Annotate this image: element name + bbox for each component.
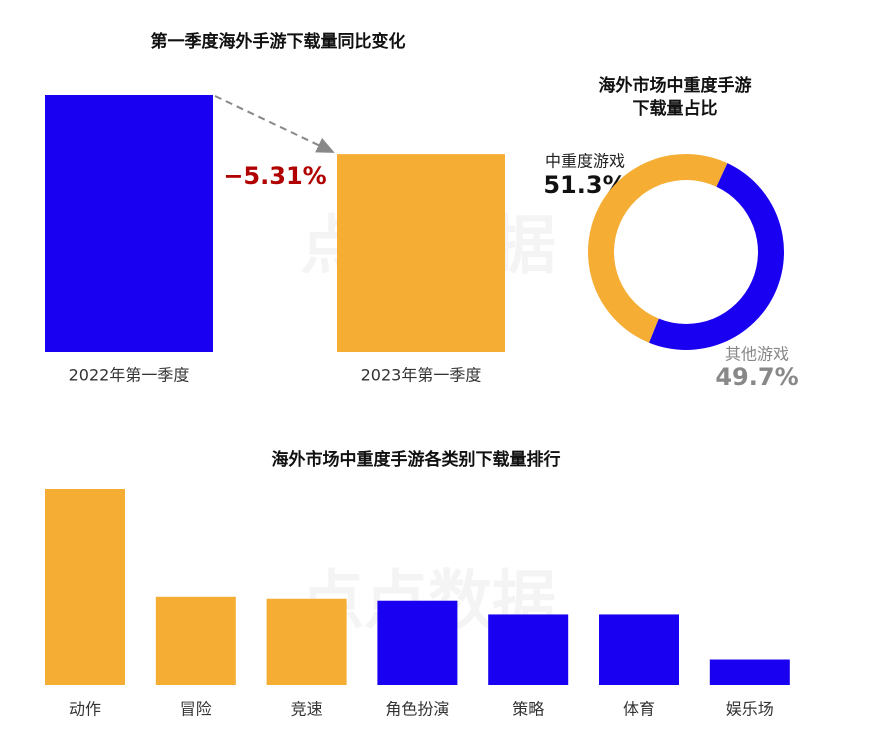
change-annotation: −5.31% xyxy=(223,162,326,190)
bar xyxy=(599,614,679,685)
x-tick-label: 2022年第一季度 xyxy=(69,366,190,385)
bar xyxy=(266,598,347,685)
bar xyxy=(337,154,505,352)
x-tick-label: 2023年第一季度 xyxy=(361,366,482,385)
bar xyxy=(709,659,790,685)
change-arrow xyxy=(214,95,335,153)
slice-label: 其他游戏 xyxy=(725,345,789,364)
x-tick-label: 体育 xyxy=(623,700,655,719)
bar xyxy=(377,600,458,685)
x-tick-label: 策略 xyxy=(512,700,544,719)
chart-title: 第一季度海外手游下载量同比变化 xyxy=(151,31,406,52)
donut-slice xyxy=(587,153,728,343)
bar xyxy=(488,614,569,685)
bar xyxy=(155,596,236,685)
bar xyxy=(45,489,125,685)
x-tick-label: 娱乐场 xyxy=(726,700,774,719)
chart-title: 下载量占比 xyxy=(633,98,718,119)
donut-slice xyxy=(649,163,784,350)
x-tick-label: 角色扮演 xyxy=(385,700,449,719)
chart-title: 海外市场中重度手游 xyxy=(599,75,752,96)
x-tick-label: 竞速 xyxy=(291,700,323,719)
slice-label: 中重度游戏 xyxy=(545,152,625,171)
value-label: 49.7% xyxy=(715,363,798,391)
x-tick-label: 动作 xyxy=(69,700,101,719)
x-tick-label: 冒险 xyxy=(180,700,212,719)
chart-title: 海外市场中重度手游各类别下载量排行 xyxy=(272,449,561,470)
bar xyxy=(45,95,213,352)
